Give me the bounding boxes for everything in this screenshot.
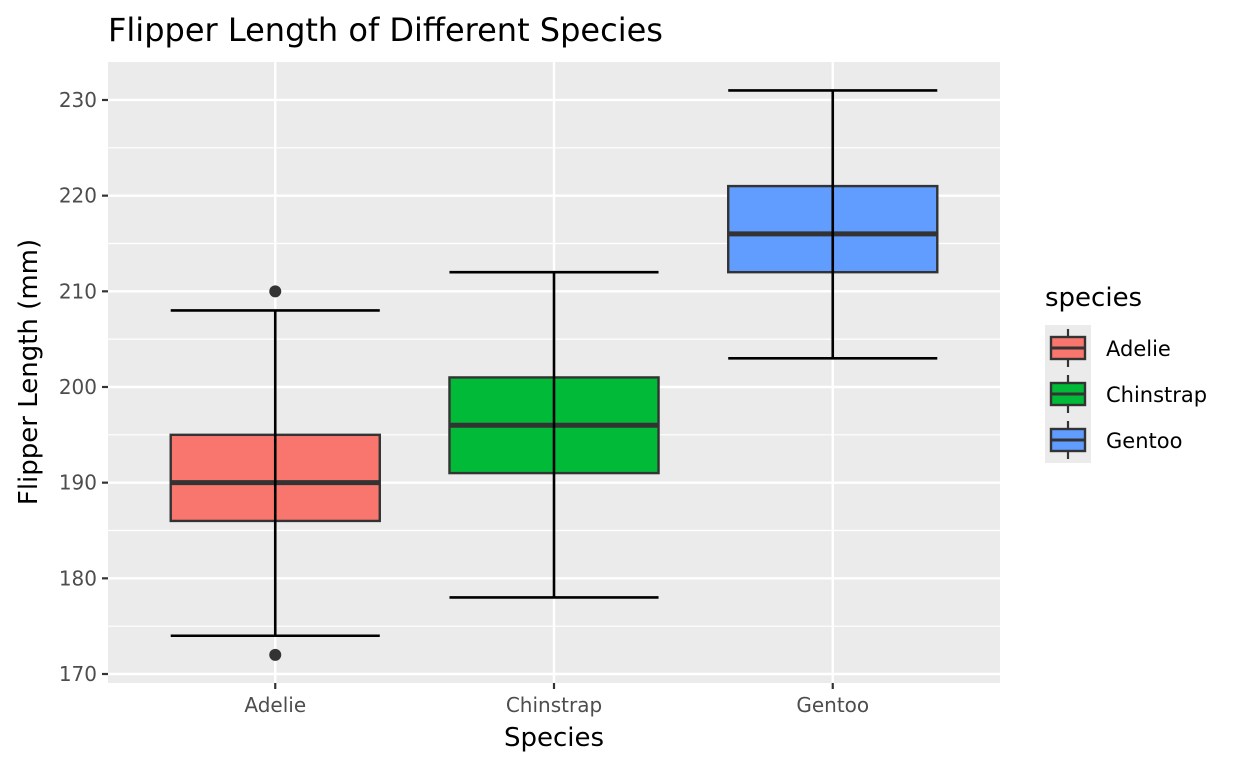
x-tick-label: Chinstrap: [506, 693, 602, 717]
y-tick-label: 230: [59, 88, 97, 112]
legend-item-chinstrap: Chinstrap: [1049, 375, 1207, 413]
boxplots: [169, 89, 939, 661]
y-tick-label: 210: [59, 279, 97, 303]
boxplot-gentoo: [727, 89, 939, 360]
x-axis: Adelie Chinstrap Gentoo: [244, 683, 869, 717]
legend-title: species: [1045, 283, 1142, 313]
outlier-point: [269, 285, 282, 298]
y-tick-label: 190: [59, 471, 97, 495]
outlier-point: [269, 648, 282, 661]
legend: species Adelie Chinstrap Gentoo: [1045, 283, 1207, 463]
boxplot-adelie: [169, 285, 381, 661]
boxplot-chinstrap: [448, 270, 660, 599]
y-tick-label: 200: [59, 375, 97, 399]
x-tick-label: Adelie: [244, 693, 306, 717]
y-axis: 170 180 190 200 210 220 230: [59, 88, 108, 686]
y-axis-title: Flipper Length (mm): [14, 239, 44, 505]
y-tick-label: 170: [59, 662, 97, 686]
x-axis-title: Species: [504, 723, 604, 753]
y-tick-label: 220: [59, 184, 97, 208]
legend-item-adelie: Adelie: [1049, 329, 1171, 367]
legend-label: Adelie: [1106, 337, 1171, 361]
legend-label: Chinstrap: [1106, 383, 1207, 407]
chart-title: Flipper Length of Different Species: [108, 11, 663, 49]
legend-label: Gentoo: [1106, 429, 1182, 453]
y-tick-label: 180: [59, 566, 97, 590]
x-tick-label: Gentoo: [796, 693, 869, 717]
legend-item-gentoo: Gentoo: [1049, 421, 1182, 459]
